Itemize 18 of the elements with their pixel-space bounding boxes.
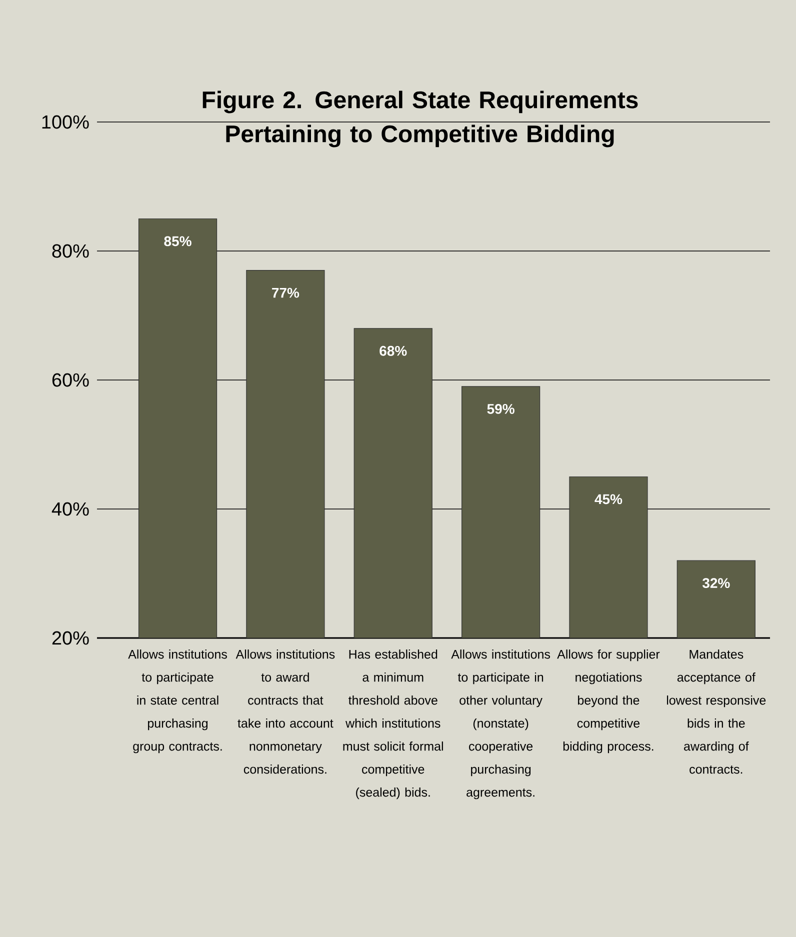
chart-title: Figure 2. General State Requirements Pertaining to Competitive Bidding — [202, 90, 638, 148]
y-tick-label: 40% — [52, 502, 89, 516]
y-tick-label: 20% — [52, 631, 89, 645]
x-tick-label: Mandates acceptance of lowest responsive bids in the awarding of contracts. — [666, 650, 766, 774]
data-label: 77% — [272, 288, 300, 298]
x-tick-label: Allows institutions to participate in other voluntary (nonstate) cooperative purchasing agreements. — [451, 650, 550, 800]
x-tick-label: Allows institutions to award contracts that take into account nonmonetary considerations. — [236, 650, 335, 774]
data-label: 32% — [702, 578, 730, 588]
x-tick-label: Allows institutions to participate in state central purchasing group contracts. — [128, 650, 227, 754]
data-label: 85% — [164, 236, 192, 246]
data-label: 45% — [594, 494, 622, 504]
x-tick-label: Has established a minimum threshold above which institutions must solicit formal competitive (sealed) bids. — [343, 650, 443, 800]
y-tick-label: 80% — [52, 244, 89, 258]
y-tick-label: 60% — [52, 373, 89, 387]
y-tick-label: 100% — [42, 115, 89, 129]
data-label: 59% — [487, 404, 514, 414]
x-tick-label: Allows for supplier negotiations beyond the competitive bidding process. — [557, 650, 660, 754]
data-label: 68% — [380, 346, 407, 356]
